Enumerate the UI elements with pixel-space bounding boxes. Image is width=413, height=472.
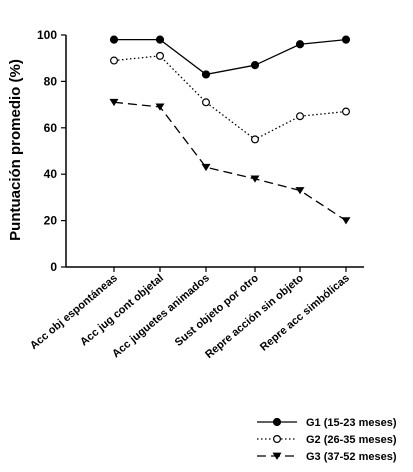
chart-series: [109, 35, 351, 225]
legend-label: G2 (26-35 meses): [306, 434, 397, 446]
data-point: [295, 187, 305, 195]
y-axis-ticks: 0 20 40 60 80 100: [37, 28, 66, 274]
data-point: [250, 175, 260, 183]
x-category-label: Acc obj espontáneas: [28, 272, 120, 352]
legend-entry: G2 (26-35 meses): [257, 434, 397, 446]
y-tick-label: 100: [37, 28, 57, 42]
series-line: [113, 55, 347, 141]
data-point: [251, 135, 260, 144]
series-line: [114, 38, 347, 76]
y-tick-label: 0: [50, 260, 57, 274]
series-2: [109, 51, 351, 144]
data-point: [156, 51, 165, 60]
x-category-label: Sust objeto por otro: [173, 272, 261, 349]
data-point: [342, 107, 351, 116]
series-line: [113, 101, 347, 222]
series-1: [109, 35, 351, 79]
y-tick-label: 80: [44, 74, 58, 88]
legend-label: G1 (15-23 meses): [306, 417, 397, 429]
data-point: [109, 35, 119, 44]
data-point: [155, 35, 165, 44]
legend-entry: G3 (37-52 meses): [257, 451, 397, 463]
legend-marker: [272, 452, 282, 460]
legend-marker: [272, 417, 282, 427]
x-category-label: Repre acc simbólicas: [258, 272, 352, 354]
y-tick-label: 40: [44, 167, 58, 181]
data-point: [201, 70, 211, 79]
data-point: [296, 112, 305, 121]
series-3: [109, 98, 351, 225]
x-category-label: Acc jug cont objetal: [78, 272, 166, 348]
y-tick-label: 20: [44, 214, 58, 228]
data-point: [109, 98, 119, 107]
data-point: [341, 35, 351, 44]
data-point: [201, 163, 211, 172]
data-point: [341, 217, 351, 225]
data-point: [250, 61, 260, 70]
data-point: [155, 103, 165, 111]
legend-entry: G1 (15-23 meses): [257, 417, 397, 429]
chart-legend: G1 (15-23 meses) G2 (26-35 meses) G3 (37-5…: [257, 417, 397, 463]
data-point: [109, 56, 118, 65]
chart-axes: [65, 35, 364, 268]
legend-label: G3 (37-52 meses): [306, 451, 397, 463]
y-tick-label: 60: [44, 121, 58, 135]
y-axis-label: Puntuación promedio (%): [7, 59, 24, 241]
data-point: [202, 98, 211, 107]
legend-marker: [273, 435, 282, 444]
data-point: [295, 40, 305, 49]
